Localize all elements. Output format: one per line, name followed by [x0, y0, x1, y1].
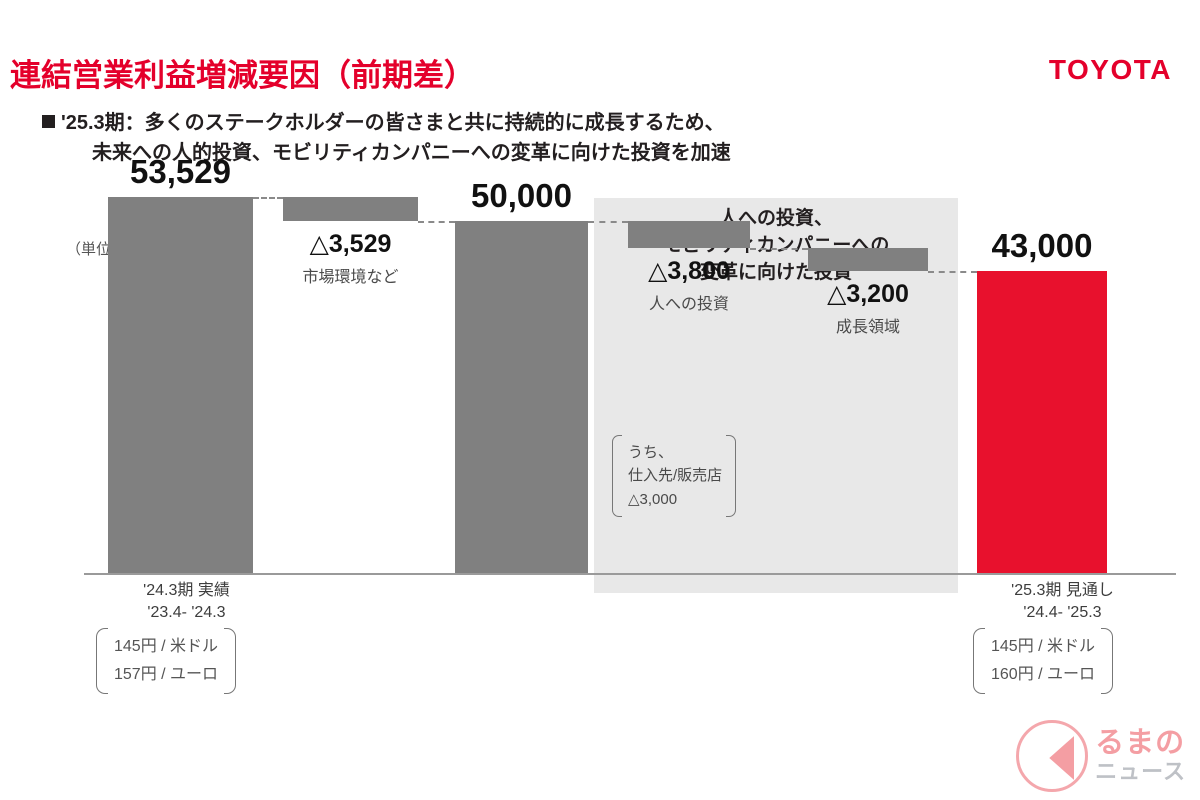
watermark-line-2: ニュース	[1095, 759, 1186, 784]
bar-fy24-actual	[108, 196, 253, 573]
connector-subtotal-50000-to-people-investment	[588, 221, 628, 224]
axis-caption-right: '25.3期 見通し '24.4- '25.3	[955, 580, 1170, 624]
subtitle-line-2: 未来への人的投資、モビリティカンパニーへの変革に向けた投資を加速	[92, 142, 731, 165]
connector-people-investment-to-growth-areas	[750, 248, 808, 251]
axis-caption-left: '24.3期 実績 '23.4- '24.3	[84, 580, 289, 624]
page-title: 連結営業利益増減要因（前期差）	[10, 58, 475, 93]
supplier-dealer-note-line-1: うち、	[628, 444, 674, 461]
fx-note-right: 145円 / 米ドル 160円 / ユーロ	[973, 628, 1114, 694]
bar-caption-growth-areas: 成長領域	[835, 318, 900, 336]
fx-note-left-line-2: 157円 / ユーロ	[114, 666, 219, 683]
watermark-text: るまの ニュース	[1095, 729, 1186, 783]
bar-value-market-environment: △3,529	[309, 230, 392, 259]
fx-note-right-line-1: 145円 / 米ドル	[991, 638, 1096, 655]
bar-market-environment	[283, 196, 418, 222]
subtitle-line-1-text: '25.3期：多くのステークホルダーの皆さまと共に持続的に成長するため、	[61, 112, 725, 134]
bar-caption-people-investment: 人への投資	[648, 296, 729, 314]
supplier-dealer-note-line-3: △3,000	[628, 490, 678, 508]
connector-fy24-actual-to-market-environment	[253, 196, 283, 199]
bar-value-growth-areas: △3,200	[827, 279, 909, 308]
watermark-line-1: るまの	[1095, 727, 1186, 759]
connector-market-environment-to-subtotal-50000	[418, 221, 455, 224]
bar-people-investment	[628, 221, 750, 249]
waterfall-chart: 人への投資、 モビリティカンパニーへの 変革に向けた投資 （単位：億円） 53,…	[0, 153, 1200, 600]
fx-note-left: 145円 / 米ドル 157円 / ユーロ	[96, 628, 237, 694]
bar-fy25-forecast	[977, 270, 1107, 573]
subtitle-line-1: '25.3期：多くのステークホルダーの皆さまと共に持続的に成長するため、	[42, 108, 731, 138]
axis-caption-right-line-2: '24.4- '25.3	[1023, 604, 1102, 622]
chevron-left-circle-icon	[1016, 720, 1089, 792]
subtitle-block: '25.3期：多くのステークホルダーの皆さまと共に持続的に成長するため、 未来へ…	[42, 108, 731, 169]
bullet-square-icon	[42, 115, 55, 128]
axis-caption-left-line-2: '23.4- '24.3	[147, 604, 226, 622]
supplier-dealer-note: うち、 仕入先/販売店 △3,000	[612, 435, 737, 517]
toyota-logo: TOYOTA	[1048, 54, 1172, 85]
bar-value-people-investment: △3,800	[648, 257, 730, 286]
bar-value-fy24-actual: 53,529	[130, 152, 231, 190]
bar-subtotal-50000	[455, 221, 588, 573]
fx-note-right-line-2: 160円 / ユーロ	[991, 666, 1096, 683]
supplier-dealer-note-line-2: 仕入先/販売店	[628, 467, 723, 485]
connector-growth-areas-to-fy25-forecast	[928, 270, 977, 273]
axis-caption-left-line-1: '24.3期 実績	[143, 582, 230, 599]
fx-note-left-line-1: 145円 / 米ドル	[114, 638, 219, 655]
bar-value-subtotal-50000: 50,000	[471, 177, 572, 215]
axis-baseline	[84, 573, 1176, 575]
axis-caption-right-line-1: '25.3期 見通し	[1011, 582, 1114, 599]
bar-growth-areas	[808, 248, 928, 271]
bar-caption-market-environment: 市場環境など	[302, 269, 399, 287]
bar-value-fy25-forecast: 43,000	[991, 226, 1093, 264]
kurumano-news-watermark: るまの ニュース	[1016, 720, 1186, 792]
